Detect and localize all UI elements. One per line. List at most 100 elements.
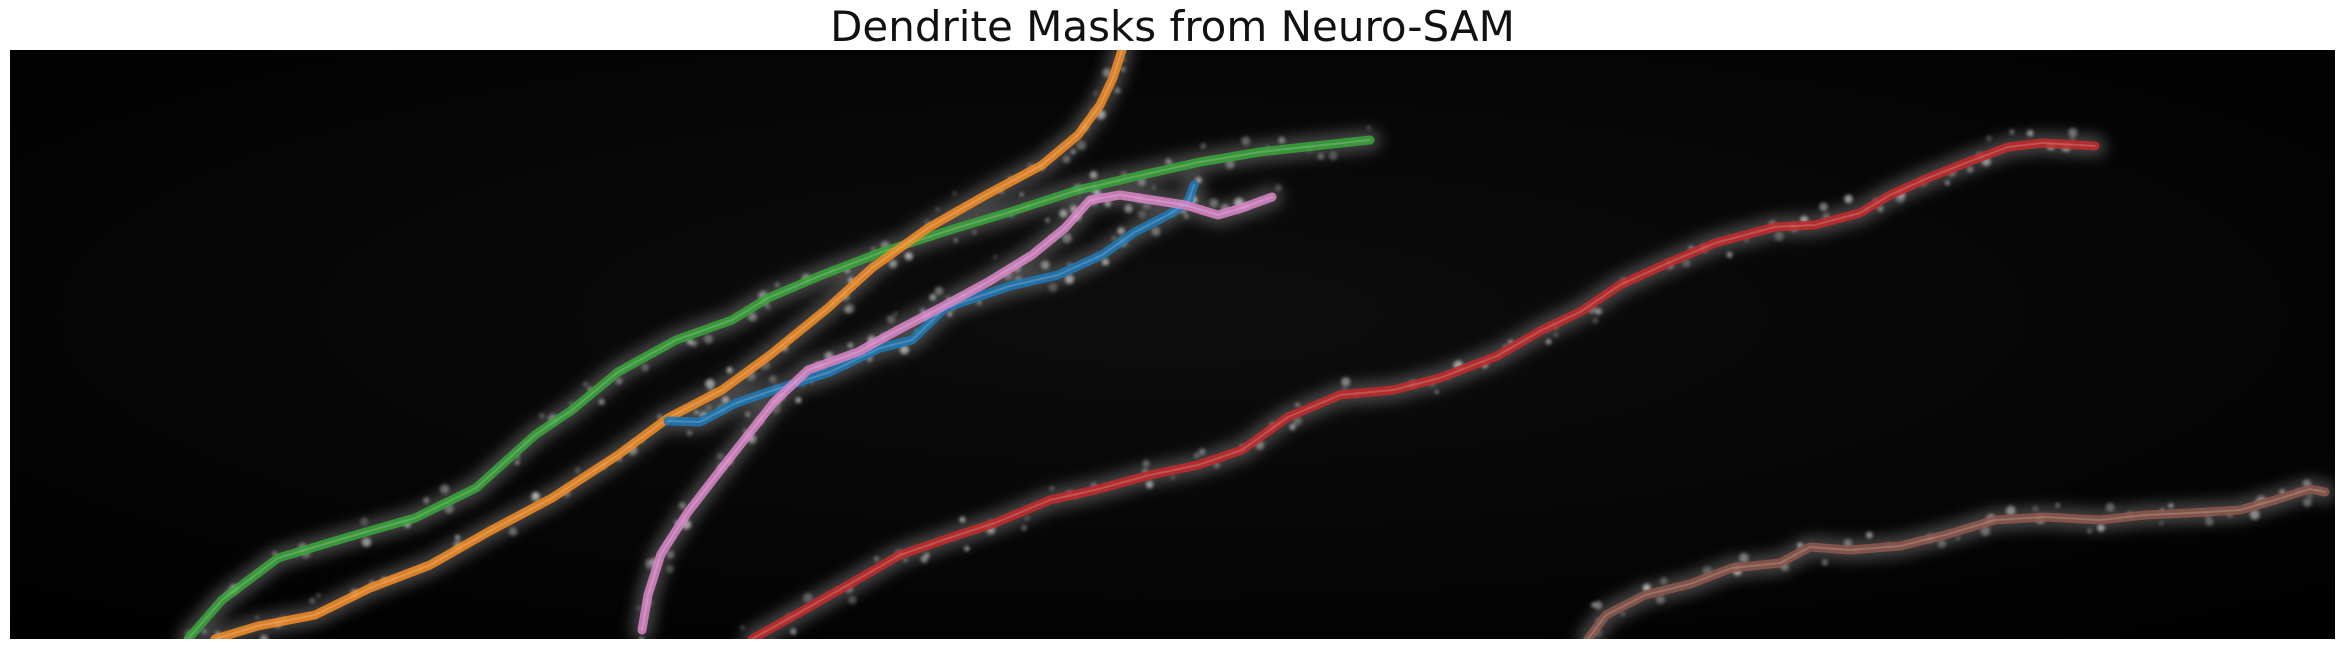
spine-dot bbox=[1980, 526, 1991, 537]
spine-dot bbox=[1062, 233, 1072, 244]
spine-dot bbox=[1682, 259, 1691, 268]
spine-dot bbox=[765, 304, 772, 311]
spine-dot bbox=[952, 191, 957, 196]
spine-dot bbox=[583, 382, 588, 387]
dendrite-mask-red bbox=[747, 138, 2100, 639]
spine-dot bbox=[1059, 209, 1068, 218]
spine-dot bbox=[1293, 416, 1302, 426]
spine-dot bbox=[1209, 198, 1219, 208]
spine-dot bbox=[959, 516, 966, 523]
spine-dot bbox=[1295, 402, 1300, 407]
spine-dot bbox=[2032, 505, 2039, 512]
spine-dot bbox=[893, 311, 898, 316]
spine-dot bbox=[638, 636, 645, 639]
spine-dot bbox=[1145, 480, 1154, 489]
spine-dot bbox=[1328, 151, 1338, 161]
spine-dot bbox=[1048, 283, 1058, 293]
spine-dot bbox=[1956, 536, 1960, 540]
spine-dot bbox=[843, 305, 852, 314]
spine-dot bbox=[316, 593, 321, 598]
spine-dot bbox=[924, 552, 930, 558]
dendrite-highlight-green bbox=[187, 139, 1371, 639]
spine-dot bbox=[1434, 389, 1439, 395]
spine-dot bbox=[1200, 143, 1207, 149]
spine-dot bbox=[903, 557, 908, 563]
spine-dot bbox=[666, 565, 674, 573]
spine-dot bbox=[1142, 459, 1150, 468]
spine-dot bbox=[1819, 202, 1828, 212]
spine-dot bbox=[964, 545, 970, 552]
spine-dot bbox=[1049, 486, 1054, 491]
spine-dot bbox=[802, 592, 813, 603]
spine-dot bbox=[1545, 339, 1552, 345]
spine-dot bbox=[615, 377, 623, 385]
figure-title: Dendrite Masks from Neuro-SAM bbox=[830, 2, 1515, 51]
spine-dot bbox=[1184, 214, 1189, 219]
spine-dot bbox=[259, 634, 269, 639]
spine-dot bbox=[704, 334, 714, 344]
spine-dot bbox=[992, 255, 998, 260]
spine-dot bbox=[972, 230, 977, 235]
spine-dot bbox=[1064, 274, 1075, 284]
dendrite-mask-green bbox=[183, 135, 1375, 639]
spine-dot bbox=[309, 597, 316, 604]
spine-dot bbox=[1089, 171, 1098, 179]
spine-dot bbox=[694, 410, 699, 415]
dendrite-highlight-orange bbox=[214, 50, 1123, 639]
dendrite-mask-pink bbox=[637, 190, 1277, 635]
spine-dot bbox=[904, 252, 914, 261]
spine-dot bbox=[1101, 258, 1110, 266]
spine-dot bbox=[1117, 227, 1125, 235]
spine-dot bbox=[686, 430, 693, 436]
spine-dot bbox=[768, 375, 777, 384]
spine-dot bbox=[574, 467, 581, 474]
spine-dot bbox=[2105, 502, 2115, 512]
dendrite-highlight-red bbox=[751, 142, 2096, 639]
spine-dot bbox=[1024, 515, 1030, 521]
spine-dot bbox=[2159, 521, 2164, 526]
spine-dot bbox=[1289, 423, 1296, 431]
spine-dot bbox=[899, 345, 910, 355]
spine-dot bbox=[947, 311, 953, 317]
spine-dot bbox=[774, 282, 780, 288]
spine-dot bbox=[2086, 528, 2093, 534]
spine-dot bbox=[1040, 260, 1050, 270]
spine-dot bbox=[360, 517, 369, 526]
spine-dot bbox=[1021, 525, 1028, 531]
spine-dot bbox=[1656, 595, 1665, 604]
spine-dot bbox=[423, 497, 430, 504]
spine-dot bbox=[1151, 227, 1161, 237]
dendrite-mask-orange bbox=[210, 50, 1127, 639]
spine-dot bbox=[2249, 509, 2260, 520]
spine-dot bbox=[1967, 166, 1974, 173]
spine-dot bbox=[598, 398, 605, 405]
spine-dot bbox=[705, 404, 712, 411]
spine-dot bbox=[1278, 136, 1286, 144]
spine-dot bbox=[1937, 539, 1946, 548]
spine-dot bbox=[726, 366, 733, 374]
spine-dot bbox=[645, 558, 655, 569]
spine-dot bbox=[953, 238, 958, 243]
spine-dot bbox=[935, 207, 940, 212]
dendrite-image bbox=[10, 50, 2335, 639]
spine-dot bbox=[1866, 531, 1873, 539]
spine-dot bbox=[1019, 192, 1024, 197]
dendrite-highlight-brown bbox=[1587, 488, 2326, 639]
spine-dot bbox=[1275, 184, 1283, 192]
spine-dot bbox=[361, 537, 372, 547]
spine-dot bbox=[2168, 503, 2174, 509]
spine-dot bbox=[2005, 505, 2016, 516]
spine-dot bbox=[888, 259, 898, 269]
spine-dot bbox=[1774, 231, 1784, 241]
spine-dot bbox=[1194, 452, 1200, 459]
spine-dot bbox=[1093, 91, 1098, 96]
spine-dot bbox=[1621, 612, 1625, 616]
spine-dot bbox=[1593, 601, 1603, 610]
spine-dot bbox=[2009, 129, 2015, 135]
spine-dot bbox=[1739, 552, 1749, 563]
spine-dot bbox=[1797, 542, 1802, 547]
spine-dot bbox=[641, 363, 649, 372]
spine-dot bbox=[439, 484, 450, 494]
spine-dot bbox=[1114, 87, 1121, 94]
